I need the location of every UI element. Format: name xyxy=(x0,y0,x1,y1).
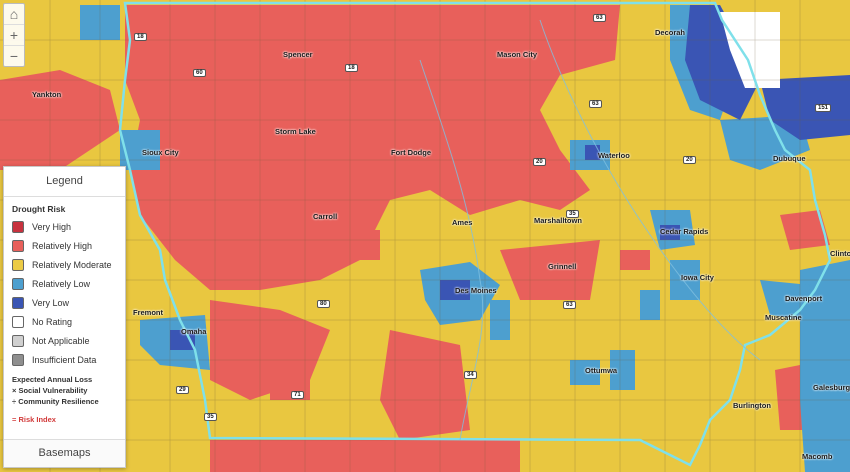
legend-swatch xyxy=(12,240,24,252)
highway-shield: 20 xyxy=(683,156,696,164)
city-label: Carroll xyxy=(313,212,338,221)
zoom-controls: ⌂ + − xyxy=(3,3,25,67)
legend-swatch xyxy=(12,335,24,347)
city-label: Galesburg xyxy=(813,383,850,392)
highway-shield: 63 xyxy=(593,14,606,22)
city-label: Iowa City xyxy=(681,273,714,282)
legend-item: Very Low xyxy=(12,297,117,309)
legend-item: Relatively High xyxy=(12,240,117,252)
legend-section-title: Drought Risk xyxy=(12,204,66,214)
formula-line: Expected Annual Loss xyxy=(12,375,93,384)
city-label: Muscatine xyxy=(765,313,802,322)
highway-shield: 35 xyxy=(204,413,217,421)
highway-shield: 18 xyxy=(345,64,358,72)
city-label: Storm Lake xyxy=(275,127,316,136)
city-label: Grinnell xyxy=(548,262,577,271)
highway-shield: 151 xyxy=(815,104,832,112)
legend-label: Relatively Moderate xyxy=(32,260,112,270)
formula-line: × Social Vulnerability xyxy=(12,386,88,395)
legend-label: Relatively High xyxy=(32,241,93,251)
highway-shield: 35 xyxy=(566,210,579,218)
highway-shield: 71 xyxy=(291,391,304,399)
risk-formula: Expected Annual Loss × Social Vulnerabil… xyxy=(12,374,117,407)
city-label: Davenport xyxy=(785,294,823,303)
legend-item: Relatively Low xyxy=(12,278,117,290)
city-label: Burlington xyxy=(733,401,771,410)
legend-swatch xyxy=(12,278,24,290)
highway-shield: 63 xyxy=(563,301,576,309)
city-label: Des Moines xyxy=(455,286,497,295)
legend-item: No Rating xyxy=(12,316,117,328)
zoom-in-button[interactable]: + xyxy=(4,24,24,45)
legend-swatch xyxy=(12,316,24,328)
highway-shield: 18 xyxy=(134,33,147,41)
city-label: Ames xyxy=(452,218,473,227)
legend-label: Not Applicable xyxy=(32,336,90,346)
basemaps-button[interactable]: Basemaps xyxy=(4,439,125,467)
highway-shield: 20 xyxy=(533,158,546,166)
highway-shield: 80 xyxy=(317,300,330,308)
city-label: Mason City xyxy=(497,50,538,59)
risk-index-label: = Risk Index xyxy=(12,415,56,424)
city-label: Yankton xyxy=(32,90,62,99)
city-label: Omaha xyxy=(181,327,207,336)
legend-panel: Legend Drought Risk Very High Relatively … xyxy=(3,166,126,468)
city-label: Marshalltown xyxy=(534,216,582,225)
city-label: Ottumwa xyxy=(585,366,618,375)
legend-item: Insufficient Data xyxy=(12,354,117,366)
city-label: Macomb xyxy=(802,452,833,461)
legend-item: Very High xyxy=(12,221,117,233)
highway-shield: 60 xyxy=(193,69,206,77)
city-label: Fort Dodge xyxy=(391,148,431,157)
legend-label: Insufficient Data xyxy=(32,355,97,365)
city-label: Sioux City xyxy=(142,148,179,157)
legend-item: Not Applicable xyxy=(12,335,117,347)
legend-item: Relatively Moderate xyxy=(12,259,117,271)
home-icon[interactable]: ⌂ xyxy=(9,6,19,22)
city-label: Dubuque xyxy=(773,154,806,163)
zoom-out-button[interactable]: − xyxy=(4,45,24,66)
city-label: Clinton xyxy=(830,249,850,258)
legend-swatch xyxy=(12,259,24,271)
city-label: Cedar Rapids xyxy=(660,227,709,236)
city-label: Spencer xyxy=(283,50,313,59)
legend-swatch xyxy=(12,221,24,233)
city-label: Decorah xyxy=(655,28,686,37)
legend-label: Relatively Low xyxy=(32,279,91,289)
legend-label: No Rating xyxy=(32,317,73,327)
legend-swatch xyxy=(12,354,24,366)
legend-swatch xyxy=(12,297,24,309)
city-label: Fremont xyxy=(133,308,163,317)
highway-shield: 29 xyxy=(176,386,189,394)
legend-title[interactable]: Legend xyxy=(4,167,125,197)
formula-line: ÷ Community Resilience xyxy=(12,397,99,406)
legend-label: Very Low xyxy=(32,298,70,308)
legend-label: Very High xyxy=(32,222,72,232)
highway-shield: 34 xyxy=(464,371,477,379)
highway-shield: 63 xyxy=(589,100,602,108)
city-label: Waterloo xyxy=(598,151,630,160)
